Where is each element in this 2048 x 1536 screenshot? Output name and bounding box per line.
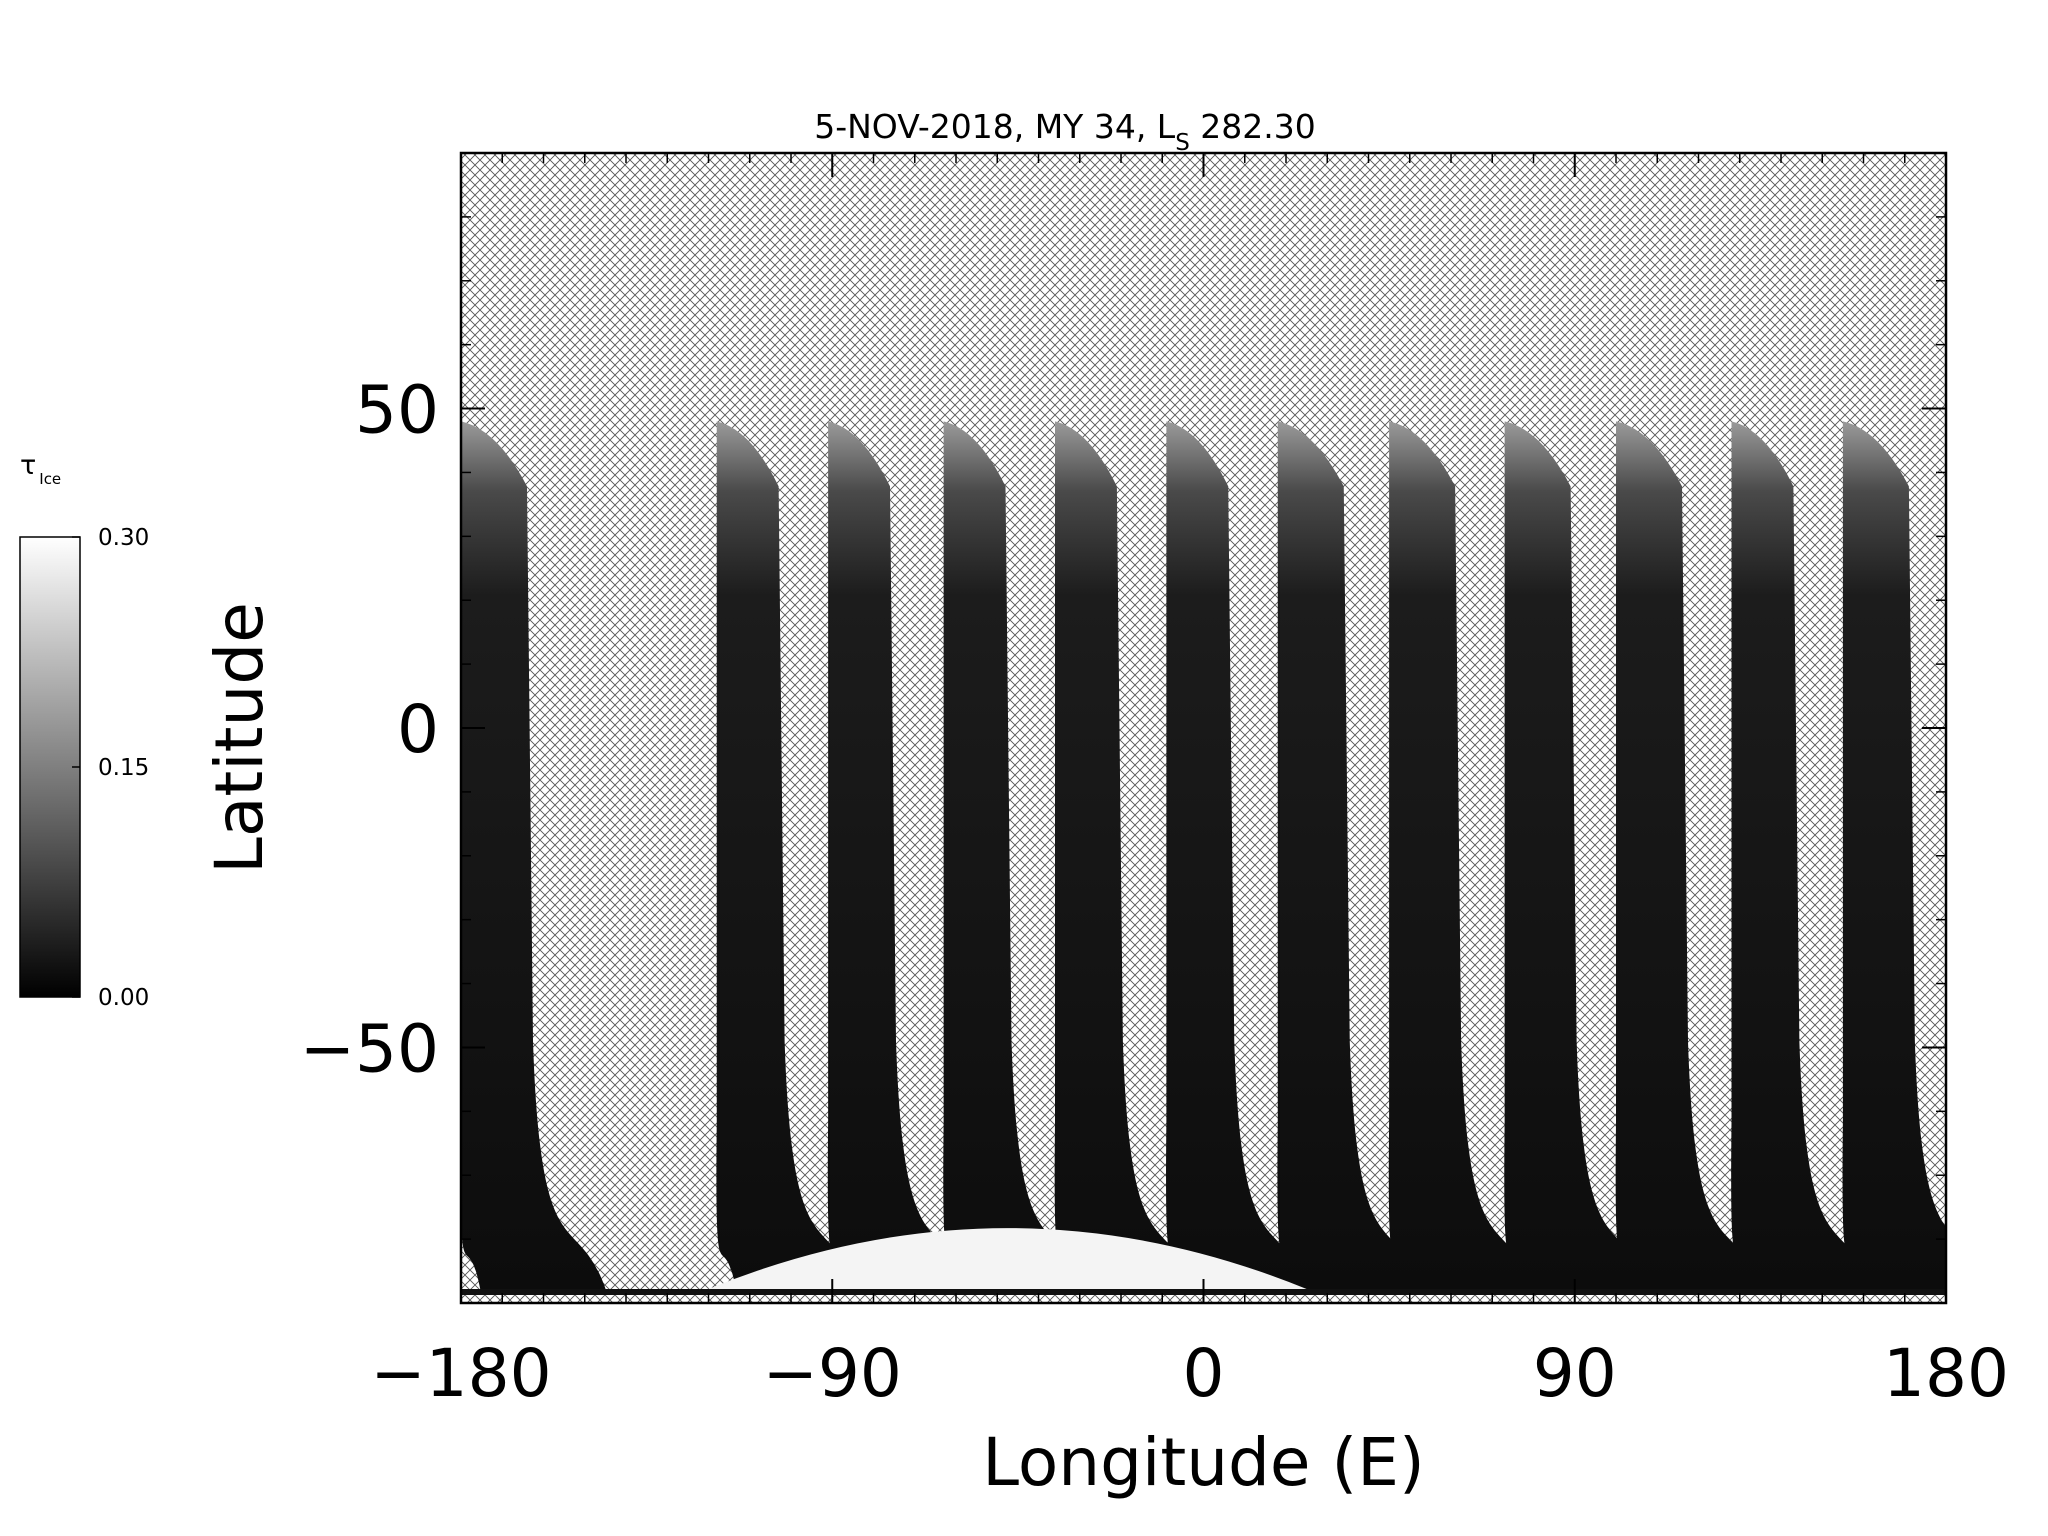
chart-title: 5-NOV-2018, MY 34, LS 282.30 [814,107,1316,156]
data-swath [1166,421,1309,1293]
data-swath [1388,421,1536,1293]
data-swath [1504,421,1651,1293]
x-tick-label: 0 [1183,1335,1225,1412]
data-swath [716,421,859,1293]
ticks-layer: −180 −90 0 90 180 −50 0 50 [300,152,2009,1412]
colorbar-tick-label: 0.15 [98,755,149,781]
x-tick-label: −180 [370,1335,551,1412]
data-swath [1615,421,1762,1293]
colorbar-gradient [19,536,81,998]
y-axis-title: Latitude [201,602,278,874]
colorbar-title: τ Ice [20,450,61,488]
x-axis-title: Longitude (E) [982,1424,1424,1501]
data-swath [1731,421,1874,1293]
polar-cap-region [708,1228,1307,1289]
data-swath [943,421,1086,1293]
data-swath [1277,421,1424,1293]
y-tick-label: 0 [397,691,439,768]
y-tick-label: −50 [300,1010,439,1087]
colorbar-tick-label: 0.00 [98,985,149,1011]
swaths-layer [461,421,1946,1293]
data-swath [1842,421,1946,1293]
colorbar: τ Ice 0.30 0.15 0.00 [19,450,149,1011]
x-tick-label: 180 [1883,1335,2009,1412]
x-tick-label: −90 [763,1335,902,1412]
data-swath [1054,421,1197,1293]
x-tick-label: 90 [1533,1335,1617,1412]
plot-area [461,153,1946,1303]
colorbar-tick-label: 0.30 [98,525,149,551]
data-swath [461,421,607,1293]
data-swath [827,421,970,1293]
colorbar-ticks: 0.30 0.15 0.00 [72,525,149,1011]
y-tick-label: 50 [355,372,439,449]
